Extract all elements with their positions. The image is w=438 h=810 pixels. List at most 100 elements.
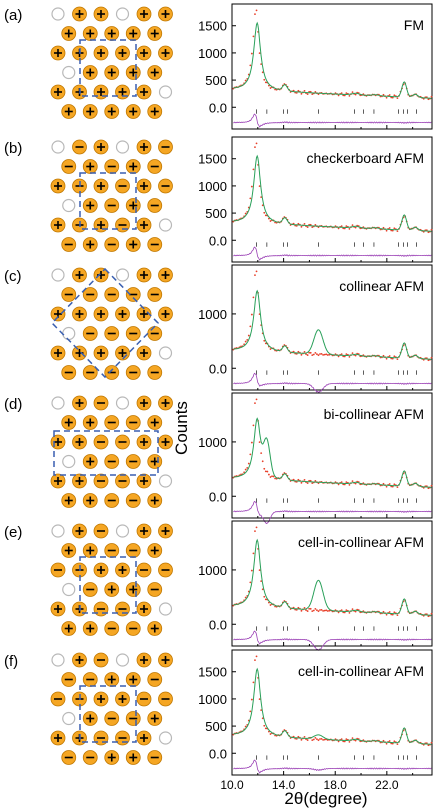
observed-point bbox=[306, 226, 309, 228]
spin-lattice: (a) bbox=[4, 6, 173, 119]
empty-site bbox=[158, 85, 173, 99]
observed-point bbox=[343, 355, 346, 358]
y-tick-label: 0.0 bbox=[209, 617, 227, 632]
panel-label: (f) bbox=[4, 653, 18, 670]
observed-point bbox=[250, 698, 253, 701]
observed-point bbox=[317, 354, 320, 357]
observed-point bbox=[316, 609, 318, 612]
calculated-series bbox=[233, 538, 432, 616]
observed-point bbox=[382, 739, 385, 742]
panel-label: (a) bbox=[4, 7, 22, 24]
calculated-series bbox=[233, 289, 432, 360]
observed-point bbox=[337, 740, 340, 743]
observed-point bbox=[308, 607, 311, 610]
empty-site bbox=[51, 140, 65, 154]
observed-point bbox=[295, 91, 298, 94]
observed-point bbox=[390, 613, 393, 616]
observed-point bbox=[314, 223, 317, 226]
observed-point bbox=[263, 78, 266, 81]
x-tick-label: 14.0 bbox=[272, 778, 296, 792]
observed-point bbox=[303, 606, 306, 609]
observed-point bbox=[252, 296, 255, 299]
observed-point bbox=[246, 467, 249, 469]
plot-title: bi-collinear AFM bbox=[324, 406, 424, 422]
observed-point bbox=[348, 611, 351, 614]
observed-point bbox=[322, 354, 324, 356]
observed-point bbox=[388, 740, 391, 742]
magnetic-cell-outline bbox=[79, 556, 137, 614]
empty-site bbox=[115, 524, 130, 538]
y-axis-label: Counts bbox=[172, 401, 191, 455]
observed-point bbox=[261, 717, 264, 720]
observed-point bbox=[322, 610, 324, 612]
observed-point bbox=[390, 485, 393, 488]
observed-point bbox=[255, 270, 258, 273]
y-tick-label: 0.0 bbox=[209, 489, 227, 504]
observed-point bbox=[264, 470, 267, 473]
y-tick-label: 1000 bbox=[198, 563, 227, 578]
observed-point bbox=[292, 350, 295, 353]
plot-title: checkerboard AFM bbox=[307, 150, 425, 166]
observed-point bbox=[295, 737, 298, 740]
observed-point bbox=[258, 441, 261, 444]
observed-point bbox=[388, 227, 391, 229]
observed-point bbox=[247, 334, 250, 337]
observed-point bbox=[254, 13, 256, 16]
plot-panel: 0.0 500 1000 1500 10.0 14.0 18.0 22.0 cell-in-co… bbox=[198, 649, 433, 792]
observed-point bbox=[343, 94, 346, 97]
plot-title: cell-in-collinear AFM bbox=[298, 534, 424, 550]
calculated-series bbox=[233, 154, 432, 232]
observed-point bbox=[269, 348, 272, 350]
observed-point bbox=[297, 478, 300, 481]
observed-point bbox=[274, 605, 276, 608]
diffraction-plots: 0.0 500 1000 1500 FM 0.0 500 1000 1500 checkerboa… bbox=[198, 3, 433, 792]
observed-point bbox=[317, 93, 320, 96]
observed-point bbox=[250, 569, 253, 572]
observed-point bbox=[388, 483, 391, 485]
observed-point bbox=[252, 35, 255, 38]
observed-point bbox=[258, 698, 261, 701]
observed-point bbox=[264, 598, 267, 601]
observed-point bbox=[326, 610, 329, 612]
observed-point bbox=[328, 353, 331, 356]
observed-point bbox=[254, 402, 256, 405]
observed-point bbox=[250, 52, 253, 55]
observed-point bbox=[247, 462, 250, 465]
empty-site bbox=[115, 7, 130, 21]
plot-panel: 0.0 500 1000 1500 checkerboard AFM bbox=[198, 136, 433, 263]
observed-point bbox=[427, 359, 430, 362]
observed-point bbox=[260, 452, 263, 455]
observed-point bbox=[319, 353, 321, 355]
observed-point bbox=[260, 580, 263, 583]
y-tick-label: 1500 bbox=[198, 19, 227, 34]
y-tick-label: 1000 bbox=[198, 46, 227, 61]
observed-point bbox=[306, 354, 309, 356]
observed-point bbox=[250, 313, 253, 316]
observed-point bbox=[274, 221, 276, 224]
observed-point bbox=[388, 94, 391, 96]
observed-point bbox=[390, 96, 393, 99]
y-tick-label: 0.0 bbox=[209, 361, 227, 376]
observed-point bbox=[326, 354, 329, 356]
observed-point bbox=[274, 88, 276, 91]
observed-point bbox=[250, 185, 253, 188]
observed-point bbox=[351, 224, 354, 227]
observed-point bbox=[393, 740, 396, 743]
observed-point bbox=[390, 229, 393, 232]
bragg-ticks bbox=[256, 242, 417, 247]
observed-point bbox=[244, 212, 247, 215]
observed-point bbox=[263, 339, 266, 342]
observed-point bbox=[312, 609, 315, 612]
observed-point bbox=[255, 142, 258, 145]
empty-site bbox=[115, 268, 130, 282]
observed-point bbox=[354, 93, 357, 96]
observed-point bbox=[396, 486, 399, 489]
bragg-ticks bbox=[256, 370, 417, 375]
magnetic-cell-outline bbox=[79, 172, 137, 230]
observed-point bbox=[308, 351, 311, 354]
observed-point bbox=[266, 470, 269, 473]
observed-point bbox=[427, 231, 430, 234]
observed-point bbox=[391, 485, 394, 488]
empty-site bbox=[115, 140, 130, 154]
plot-frame bbox=[231, 649, 433, 776]
